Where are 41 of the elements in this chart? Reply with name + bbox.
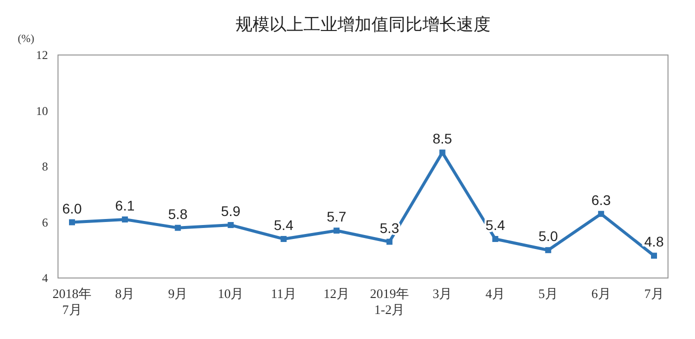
x-tick-label: 3月 <box>432 286 452 301</box>
y-tick-label: 6 <box>42 215 48 230</box>
data-label: 5.4 <box>274 216 294 233</box>
data-label: 8.5 <box>432 130 452 147</box>
x-tick-label: 11月 <box>270 286 296 301</box>
chart-title: 规模以上工业增加值同比增长速度 <box>236 15 490 34</box>
point <box>651 252 657 259</box>
y-axis-title: (%) <box>18 33 35 45</box>
x-tick-label: 6月 <box>591 286 611 301</box>
y-tick-label: 4 <box>42 271 48 285</box>
x-tick-label: 4月 <box>486 286 506 301</box>
point <box>228 222 234 228</box>
data-label: 5.9 <box>220 203 241 220</box>
x-tick-label: 8月 <box>115 286 135 301</box>
point <box>439 150 446 156</box>
x-tick-label: 7月 <box>644 286 664 301</box>
point <box>334 228 340 234</box>
point <box>386 238 392 245</box>
y-tick-label: 10 <box>36 104 48 118</box>
data-label: 4.8 <box>644 234 664 250</box>
point <box>598 210 604 217</box>
point <box>492 236 498 242</box>
data-label: 5.8 <box>168 206 188 222</box>
x-tick-label: 2019年 1-2月 <box>370 286 409 317</box>
y-tick-label: 12 <box>36 48 48 62</box>
x-tick-label: 10月 <box>218 286 244 301</box>
x-tick-label: 5月 <box>538 286 558 301</box>
data-label: 5.7 <box>326 208 346 225</box>
point <box>174 224 181 231</box>
x-tick-label: 12月 <box>324 286 350 301</box>
data-label: 6.0 <box>62 200 82 216</box>
x-tick-label: 9月 <box>168 286 188 301</box>
point <box>280 236 287 242</box>
y-tick-label: 8 <box>42 160 48 174</box>
point <box>122 216 128 222</box>
point <box>69 219 75 226</box>
point <box>545 247 552 254</box>
data-label: 5.0 <box>538 228 558 244</box>
data-label: 6.1 <box>115 197 135 214</box>
x-tick-label: 2018年 7月 <box>52 286 92 317</box>
data-label: 6.3 <box>591 192 612 208</box>
